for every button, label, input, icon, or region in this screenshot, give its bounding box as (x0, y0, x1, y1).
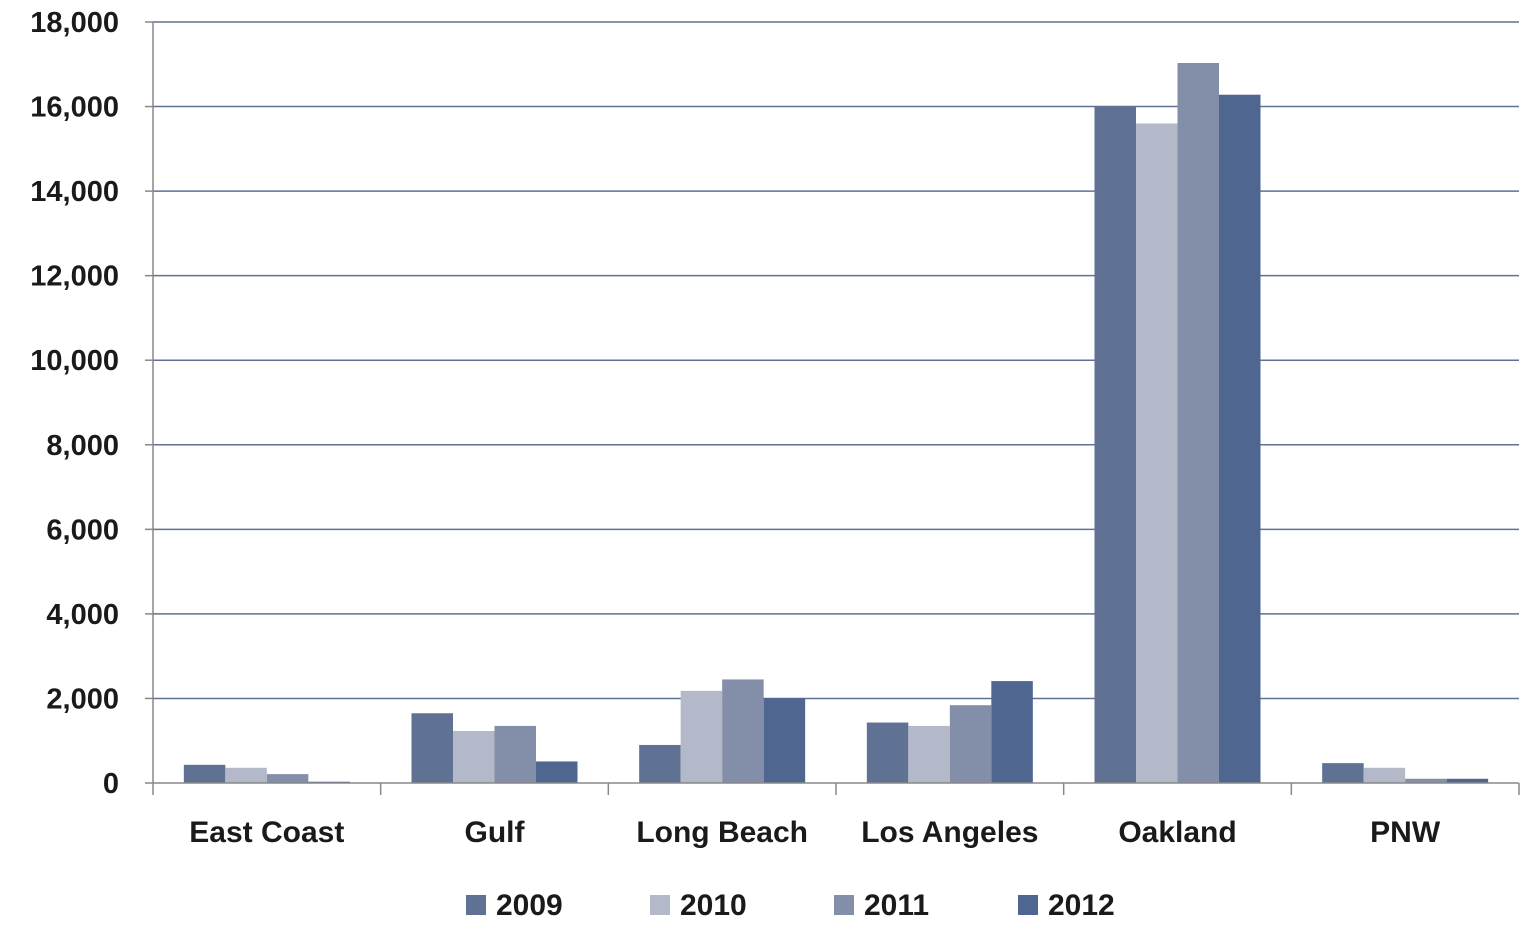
y-tick-label: 6,000 (46, 514, 119, 546)
bar-2010-gulf (453, 730, 495, 783)
x-category-label: Long Beach (636, 816, 808, 849)
bar-2010-oakland (1136, 123, 1178, 783)
bar-2011-gulf (494, 725, 536, 783)
bar-2011-pnw (1405, 778, 1447, 783)
bar-2010-los-angeles (908, 725, 950, 783)
bar-2012-los-angeles (991, 681, 1033, 783)
bar-2009-oakland (1094, 106, 1136, 784)
legend: 2009 2010 2011 2012 (466, 889, 1115, 922)
x-category-label: Los Angeles (861, 816, 1038, 849)
legend-swatch-2011 (834, 895, 854, 915)
bar-2009-los-angeles (866, 722, 909, 783)
bar-2012-pnw (1446, 778, 1489, 783)
bar-2011-long-beach (722, 679, 764, 783)
y-tick-label: 12,000 (30, 261, 119, 293)
bar-2011-los-angeles (949, 705, 992, 783)
legend-swatch-2009 (466, 895, 486, 915)
y-tick-label: 2,000 (46, 683, 119, 715)
x-category-label: Oakland (1118, 816, 1236, 849)
bar-2010-east-coast (225, 767, 267, 783)
y-tick-label: 10,000 (30, 345, 119, 377)
legend-label-2012: 2012 (1048, 889, 1115, 921)
legend-label-2009: 2009 (496, 889, 563, 921)
y-tick-label: 4,000 (46, 599, 119, 631)
bar-2010-long-beach (680, 690, 723, 783)
bar-2012-oakland (1219, 94, 1261, 784)
legend-label-2010: 2010 (680, 889, 747, 921)
bar-2009-pnw (1322, 763, 1364, 783)
bar-2009-east-coast (183, 764, 226, 783)
legend-swatch-2010 (650, 895, 670, 915)
y-tick-labels: 0 2,000 4,000 6,000 8,000 10,000 12,000 14,000 1… (30, 7, 119, 800)
y-tick-label: 0 (103, 768, 119, 800)
bar-2011-oakland (1177, 63, 1219, 783)
bar-2009-long-beach (639, 744, 681, 783)
x-category-label: East Coast (189, 816, 344, 849)
legend-swatch-2012 (1018, 895, 1038, 915)
bar-2009-gulf (411, 713, 453, 783)
legend-label-2011: 2011 (864, 889, 929, 921)
x-category-label: PNW (1370, 816, 1441, 849)
bars (183, 63, 1489, 784)
y-tick-label: 14,000 (30, 176, 119, 208)
bar-2012-long-beach (763, 698, 806, 783)
x-category-label: Gulf (465, 816, 526, 849)
y-tick-label: 16,000 (30, 92, 119, 124)
bar-2012-gulf (536, 761, 578, 783)
bar-2010-pnw (1363, 767, 1406, 783)
y-tick-label: 8,000 (46, 430, 119, 462)
bar-2011-east-coast (266, 774, 309, 783)
gridlines (153, 21, 1519, 700)
axes (145, 21, 1520, 795)
y-tick-label: 18,000 (30, 7, 119, 39)
category-labels: East Coast Gulf Long Beach Los Angeles Oakla… (189, 816, 1441, 849)
